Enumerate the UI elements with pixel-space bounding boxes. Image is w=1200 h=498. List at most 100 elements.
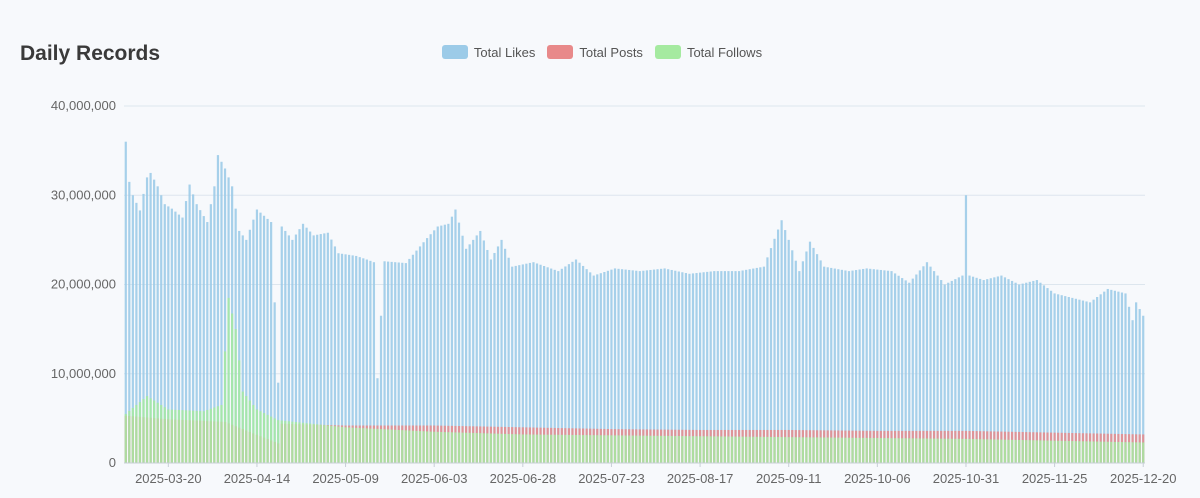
bar[interactable]	[383, 429, 386, 463]
bar[interactable]	[698, 436, 702, 463]
bar[interactable]	[145, 396, 149, 463]
bar[interactable]	[759, 267, 762, 463]
bar[interactable]	[1042, 285, 1046, 463]
bar[interactable]	[514, 434, 517, 463]
bar[interactable]	[794, 437, 797, 463]
bar[interactable]	[989, 439, 992, 463]
bar[interactable]	[1000, 275, 1003, 463]
bar[interactable]	[142, 399, 145, 463]
bar[interactable]	[674, 435, 677, 463]
bar[interactable]	[812, 247, 815, 463]
bar[interactable]	[309, 423, 312, 463]
bar[interactable]	[986, 279, 989, 463]
bar[interactable]	[348, 427, 351, 463]
bar[interactable]	[769, 436, 773, 463]
bar[interactable]	[319, 234, 322, 463]
bar[interactable]	[752, 436, 755, 463]
bar[interactable]	[628, 269, 631, 463]
bar[interactable]	[929, 266, 932, 463]
bar[interactable]	[901, 278, 904, 463]
bar[interactable]	[1078, 299, 1081, 463]
bar[interactable]	[706, 271, 709, 463]
bar[interactable]	[883, 438, 886, 463]
bar[interactable]	[677, 271, 680, 464]
bar[interactable]	[702, 272, 705, 463]
bar[interactable]	[1099, 294, 1102, 463]
bar[interactable]	[323, 425, 326, 463]
bar[interactable]	[1142, 442, 1145, 463]
bar[interactable]	[1025, 282, 1028, 463]
bar[interactable]	[188, 184, 191, 464]
bar[interactable]	[273, 302, 276, 463]
bar[interactable]	[1081, 441, 1085, 463]
bar[interactable]	[723, 271, 726, 463]
bar[interactable]	[713, 271, 716, 463]
bar[interactable]	[968, 438, 971, 463]
bar[interactable]	[440, 431, 443, 463]
bar[interactable]	[504, 248, 507, 463]
bar[interactable]	[993, 277, 996, 463]
bar[interactable]	[145, 177, 149, 463]
bar[interactable]	[574, 259, 578, 463]
bar[interactable]	[801, 261, 804, 463]
bar[interactable]	[323, 233, 326, 463]
bar[interactable]	[340, 426, 344, 463]
bar[interactable]	[979, 439, 982, 463]
bar[interactable]	[925, 438, 929, 463]
bar[interactable]	[330, 425, 333, 463]
bar[interactable]	[1092, 299, 1095, 463]
bar[interactable]	[174, 409, 177, 463]
bar[interactable]	[248, 229, 251, 463]
bar[interactable]	[472, 432, 475, 463]
bar[interactable]	[1018, 439, 1021, 463]
bar[interactable]	[603, 272, 606, 463]
bar[interactable]	[543, 266, 546, 463]
bar[interactable]	[794, 260, 797, 463]
bar[interactable]	[918, 270, 921, 463]
bar[interactable]	[358, 428, 361, 463]
bar[interactable]	[142, 193, 145, 463]
bar[interactable]	[805, 251, 808, 463]
bar[interactable]	[578, 262, 581, 463]
bar[interactable]	[337, 253, 340, 463]
bar[interactable]	[1064, 440, 1067, 463]
bar[interactable]	[238, 230, 241, 463]
bar[interactable]	[177, 409, 181, 463]
bar[interactable]	[231, 313, 234, 463]
bar[interactable]	[652, 435, 656, 463]
bar[interactable]	[1117, 291, 1120, 463]
bar[interactable]	[468, 244, 471, 463]
bar[interactable]	[1096, 441, 1099, 463]
bar[interactable]	[950, 280, 953, 463]
bar[interactable]	[982, 280, 985, 463]
bar[interactable]	[316, 234, 319, 463]
bar[interactable]	[301, 422, 305, 463]
bar[interactable]	[716, 271, 719, 463]
bar[interactable]	[195, 410, 198, 463]
bar[interactable]	[280, 226, 283, 463]
bar[interactable]	[737, 436, 741, 463]
bar[interactable]	[436, 226, 439, 463]
bar[interactable]	[847, 271, 851, 463]
bar[interactable]	[170, 409, 173, 463]
bar[interactable]	[642, 270, 645, 463]
bar[interactable]	[971, 439, 975, 463]
bar[interactable]	[479, 433, 482, 463]
bar[interactable]	[652, 269, 656, 463]
bar[interactable]	[379, 429, 383, 463]
bar[interactable]	[709, 271, 712, 464]
bar[interactable]	[397, 262, 400, 463]
bar[interactable]	[560, 268, 563, 463]
bar[interactable]	[787, 437, 790, 463]
bar[interactable]	[1120, 292, 1124, 463]
bar[interactable]	[851, 270, 854, 463]
bar[interactable]	[727, 436, 730, 463]
bar[interactable]	[1074, 298, 1077, 463]
bar[interactable]	[1117, 441, 1120, 463]
bar[interactable]	[784, 437, 787, 463]
bar[interactable]	[408, 430, 411, 463]
bar[interactable]	[617, 268, 620, 463]
bar[interactable]	[741, 270, 744, 463]
bar[interactable]	[496, 433, 500, 463]
bar[interactable]	[387, 429, 390, 463]
